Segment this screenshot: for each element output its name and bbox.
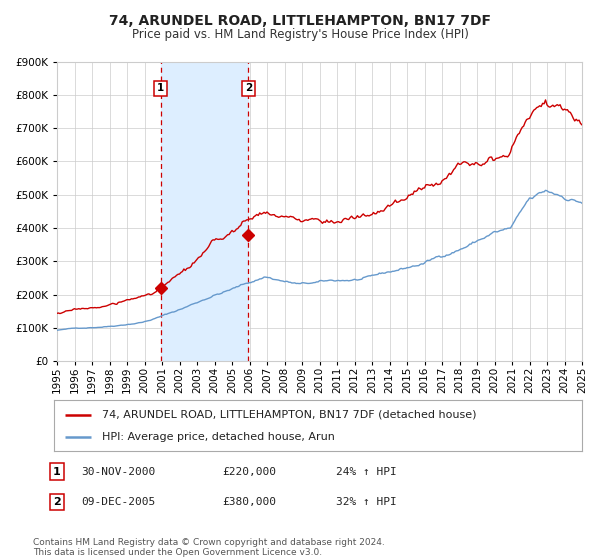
Text: £380,000: £380,000 [222, 497, 276, 507]
Text: 74, ARUNDEL ROAD, LITTLEHAMPTON, BN17 7DF (detached house): 74, ARUNDEL ROAD, LITTLEHAMPTON, BN17 7D… [101, 409, 476, 419]
Text: Price paid vs. HM Land Registry's House Price Index (HPI): Price paid vs. HM Land Registry's House … [131, 28, 469, 41]
Text: Contains HM Land Registry data © Crown copyright and database right 2024.
This d: Contains HM Land Registry data © Crown c… [33, 538, 385, 557]
Text: 74, ARUNDEL ROAD, LITTLEHAMPTON, BN17 7DF: 74, ARUNDEL ROAD, LITTLEHAMPTON, BN17 7D… [109, 14, 491, 28]
Text: 30-NOV-2000: 30-NOV-2000 [81, 466, 155, 477]
Text: £220,000: £220,000 [222, 466, 276, 477]
Bar [161, 62, 248, 361]
Text: 32% ↑ HPI: 32% ↑ HPI [336, 497, 397, 507]
Text: HPI: Average price, detached house, Arun: HPI: Average price, detached house, Arun [101, 432, 334, 442]
Text: 1: 1 [53, 466, 61, 477]
Text: 09-DEC-2005: 09-DEC-2005 [81, 497, 155, 507]
Text: 24% ↑ HPI: 24% ↑ HPI [336, 466, 397, 477]
Text: 2: 2 [245, 83, 252, 93]
Text: 2: 2 [53, 497, 61, 507]
Text: 1: 1 [157, 83, 164, 93]
